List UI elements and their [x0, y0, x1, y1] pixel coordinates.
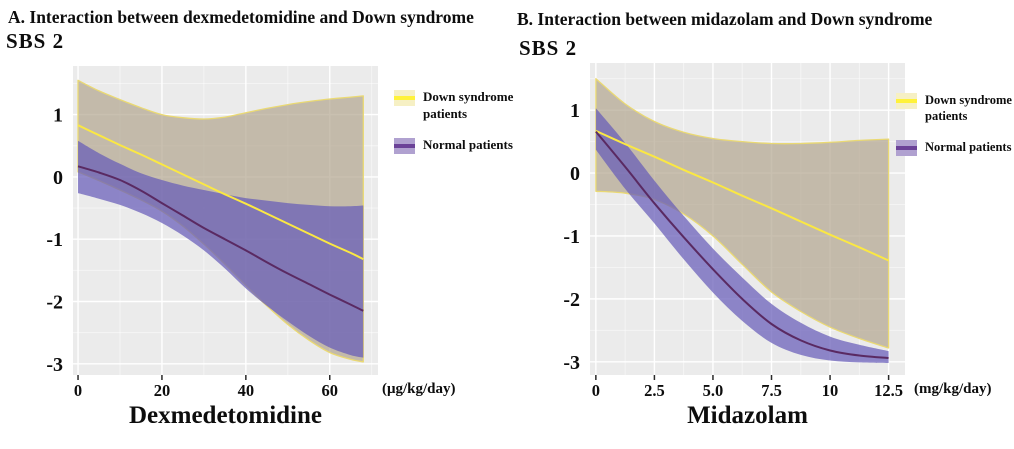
- down-syndrome-swatch-icon: [896, 93, 917, 109]
- legend-label: Normal patients: [925, 140, 1012, 154]
- panel-b-title: B. Interaction between midazolam and Dow…: [517, 9, 933, 29]
- y-tick-label: -3: [563, 352, 580, 374]
- panel-b-x-unit-label: (mg/kg/day): [914, 381, 992, 397]
- x-tick-label: 20: [154, 381, 171, 400]
- ci-band: [595, 108, 889, 363]
- x-tick-label: 0: [74, 381, 82, 400]
- y-tick-label: 1: [53, 105, 63, 127]
- x-tick-label: 12.5: [874, 381, 903, 400]
- y-tick-label: 0: [570, 163, 580, 185]
- legend-item-normal: Normal patients: [394, 137, 523, 155]
- legend-item-down-syndrome: Down syndrome patients: [394, 89, 523, 122]
- panel-a-x-unit-label: (μg/kg/day): [382, 381, 456, 397]
- legend-label: Normal patients: [423, 137, 513, 153]
- mean-line: [595, 130, 889, 359]
- y-tick-label: -2: [563, 289, 580, 311]
- panel-b-plot: 0 2.5 5.0 7.5 10 12.510-1-2-3: [563, 63, 905, 400]
- legend-item-normal: Normal patients: [896, 139, 1013, 156]
- x-tick-label: 0: [592, 381, 600, 400]
- panel-a-x-axis-title: Dexmedetomidine: [128, 402, 323, 429]
- panel-a-title: A. Interaction between dexmedetomidine a…: [8, 7, 474, 27]
- mean-line: [595, 129, 890, 262]
- legend-label: Down syndrome patients: [423, 89, 514, 121]
- panel-a-plot: 0 20 40 60 1 0 -1 -2 -3: [46, 66, 378, 400]
- mean-line: [77, 124, 364, 261]
- down-syndrome-swatch-icon: [394, 90, 415, 106]
- x-tick-label: 7.5: [761, 381, 782, 400]
- x-tick-label: 10: [822, 381, 839, 400]
- panel-b-x-axis-title: Midazolam: [687, 402, 808, 429]
- legend-item-down-syndrome: Down syndrome patients: [896, 92, 1013, 124]
- panel-a-y-axis-label: SBS 2: [6, 29, 65, 53]
- y-tick-label: -1: [563, 226, 580, 248]
- y-tick-label: -2: [46, 291, 63, 313]
- ci-band: [595, 78, 890, 349]
- panel-b-y-axis-label: SBS 2: [519, 36, 578, 60]
- x-tick-label: 40: [238, 381, 255, 400]
- y-tick-label: -1: [46, 229, 63, 251]
- x-tick-label: 2.5: [644, 381, 665, 400]
- y-tick-label: -3: [46, 354, 63, 376]
- panel-a-legend: Down syndrome patients Normal patients: [394, 89, 523, 169]
- y-tick-label: 1: [570, 100, 580, 122]
- legend-label: Down syndrome patients: [925, 93, 1012, 123]
- normal-patients-swatch-icon: [394, 138, 415, 155]
- panel-b-legend: Down syndrome patients Normal patients: [896, 92, 1013, 171]
- mean-line: [77, 165, 364, 312]
- x-tick-label: 5.0: [703, 381, 724, 400]
- y-tick-label: 0: [53, 167, 63, 189]
- x-tick-label: 60: [322, 381, 339, 400]
- normal-patients-swatch-icon: [896, 140, 917, 156]
